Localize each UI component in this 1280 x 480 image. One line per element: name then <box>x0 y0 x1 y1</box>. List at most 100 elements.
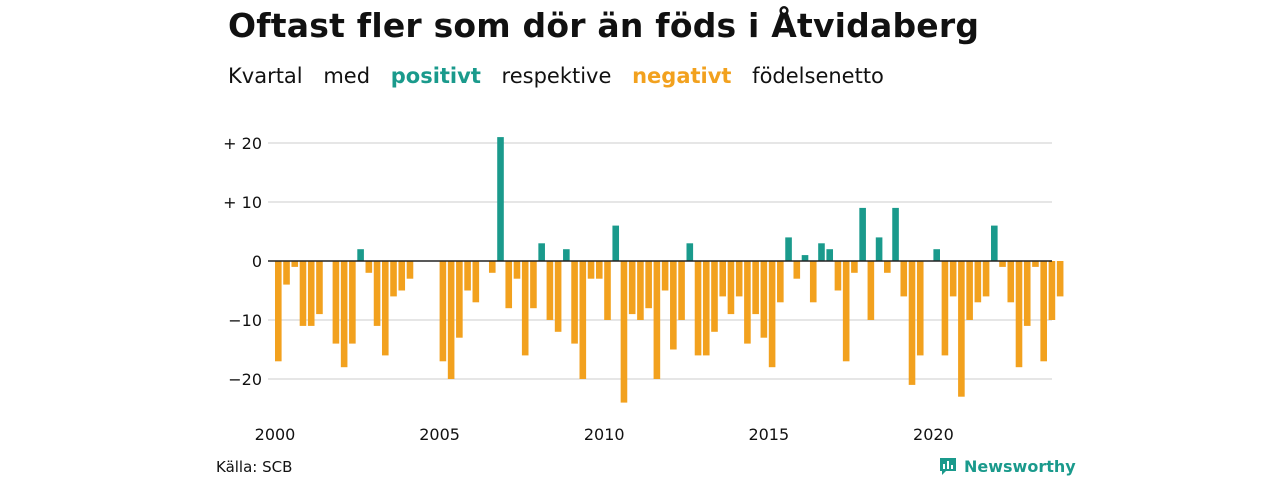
bar <box>1048 261 1056 320</box>
bar <box>316 261 323 315</box>
bar <box>884 261 891 273</box>
bar <box>793 261 801 279</box>
bar <box>735 261 743 297</box>
bar <box>340 261 348 368</box>
bar <box>826 249 834 261</box>
bar <box>612 225 620 261</box>
bar <box>587 261 595 279</box>
bar <box>1040 261 1047 362</box>
bar <box>595 261 603 279</box>
bar <box>694 261 702 356</box>
bar <box>439 261 447 362</box>
bar <box>628 261 636 315</box>
bar <box>670 261 677 350</box>
bar <box>686 243 694 261</box>
subtitle-word: födelsenetto <box>752 64 884 88</box>
bar <box>727 261 735 315</box>
bar <box>719 261 727 297</box>
bar <box>447 261 455 379</box>
bar <box>307 261 315 326</box>
bar <box>283 261 290 285</box>
bar <box>513 261 521 279</box>
bar <box>859 207 866 261</box>
bar <box>867 261 875 320</box>
bar <box>1023 261 1031 326</box>
bar <box>398 261 406 291</box>
bar <box>702 261 710 356</box>
bar <box>842 261 850 362</box>
positive-label: positivt <box>390 64 481 88</box>
bar <box>818 243 825 261</box>
bar <box>851 261 858 273</box>
bar <box>579 261 587 379</box>
bar <box>332 261 340 344</box>
negative-label: negativt <box>632 64 732 88</box>
bar <box>349 261 356 344</box>
x-tick-label: 2010 <box>584 425 625 444</box>
brand-name: Newsworthy <box>964 456 1076 476</box>
newsworthy-icon <box>940 458 956 475</box>
bar <box>554 261 562 332</box>
x-tick-label: 2000 <box>255 425 296 444</box>
bar <box>373 261 381 326</box>
bar <box>661 261 669 291</box>
bar <box>875 237 883 261</box>
bar <box>974 261 982 303</box>
x-tick-label: 2005 <box>419 425 460 444</box>
bar <box>999 261 1006 267</box>
bar <box>604 261 611 320</box>
bar <box>744 261 751 344</box>
x-tick-label: 2020 <box>913 425 954 444</box>
bar <box>645 261 652 309</box>
y-tick-label: + 20 <box>223 134 262 153</box>
bar <box>472 261 480 303</box>
bar <box>464 261 471 291</box>
bar <box>381 261 389 356</box>
bar <box>530 261 537 309</box>
bar <box>488 261 496 273</box>
subtitle-word: Kvartal <box>228 64 303 88</box>
chart-subtitle: Kvartal med positivt respektive negativt… <box>228 64 898 88</box>
bar <box>521 261 529 356</box>
y-tick-label: + 10 <box>223 193 262 212</box>
bar <box>571 261 578 344</box>
bar <box>834 261 842 291</box>
y-tick-label: −10 <box>228 311 262 330</box>
bar <box>777 261 784 303</box>
bar <box>1007 261 1015 303</box>
bar <box>958 261 965 397</box>
bar <box>365 261 373 273</box>
bar <box>678 261 685 320</box>
y-tick-label: −20 <box>228 370 262 389</box>
subtitle-word: med <box>323 64 371 88</box>
bar <box>949 261 957 297</box>
bar <box>966 261 973 320</box>
bar <box>809 261 817 303</box>
source-note: Källa: SCB <box>216 458 293 476</box>
bar <box>620 261 628 403</box>
bar <box>711 261 718 332</box>
bar <box>916 261 924 356</box>
bar <box>456 261 463 338</box>
bar <box>637 261 644 320</box>
bar <box>291 261 299 267</box>
bar <box>497 137 504 261</box>
bar <box>768 261 776 368</box>
bar <box>982 261 990 297</box>
brand-logo: Newsworthy <box>938 456 1076 476</box>
bar <box>941 261 949 356</box>
chart-title: Oftast fler som dör än föds i Åtvidaberg <box>228 6 980 45</box>
bar <box>299 261 307 326</box>
x-tick-label: 2015 <box>748 425 789 444</box>
bar <box>1032 261 1039 267</box>
bar <box>563 249 570 261</box>
y-tick-label: 0 <box>252 252 262 271</box>
bar <box>357 249 364 261</box>
subtitle-word: respektive <box>501 64 612 88</box>
bar <box>991 225 998 261</box>
bar <box>546 261 554 320</box>
bar <box>892 207 899 261</box>
bar <box>801 255 809 261</box>
bar <box>752 261 759 315</box>
